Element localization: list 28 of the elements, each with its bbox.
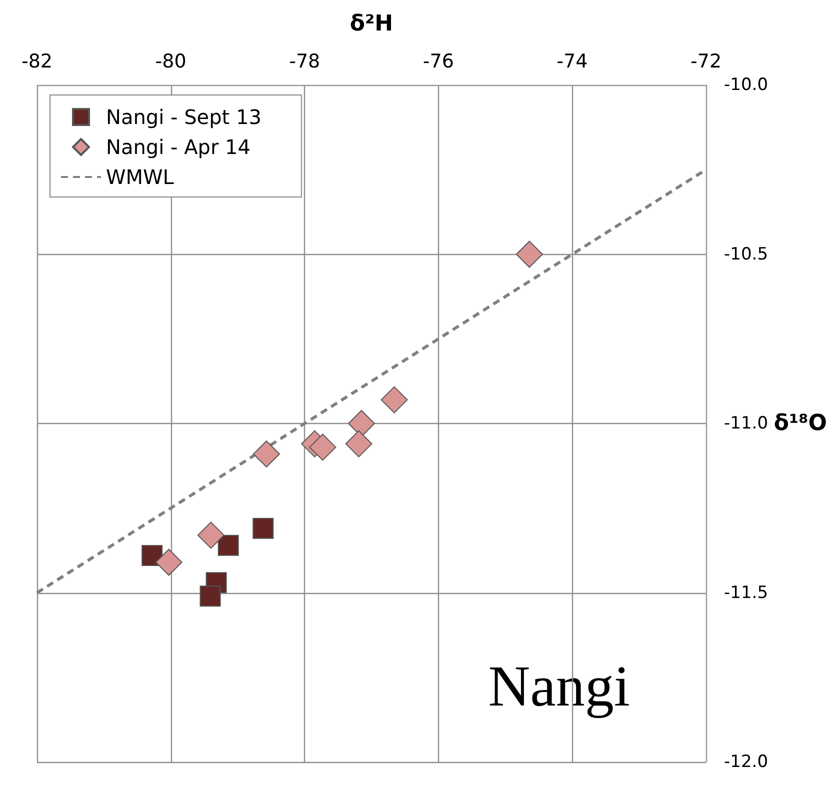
legend-label: Nangi - Sept 13 <box>106 105 262 129</box>
annotation: Nangi <box>488 654 630 718</box>
x-axis-title: δ²H <box>350 12 394 36</box>
x-tick-label: -78 <box>289 50 320 72</box>
point <box>200 586 221 607</box>
point <box>380 386 408 414</box>
y-tick-label: -11.0 <box>724 414 768 434</box>
point <box>197 522 224 549</box>
point <box>155 548 182 576</box>
y-tick-label: -11.5 <box>724 582 768 603</box>
x-tick-label: -74 <box>556 50 588 72</box>
point <box>252 518 274 539</box>
legend-label: WMWL <box>106 165 175 189</box>
point <box>516 240 543 268</box>
y-tick-label: -10.5 <box>724 244 768 264</box>
point <box>348 410 375 437</box>
x-tick-label: -76 <box>422 50 454 72</box>
y-tick-label: -10.0 <box>724 75 768 95</box>
point <box>218 534 239 556</box>
x-tick-label: -80 <box>155 50 186 72</box>
x-tick-label: -82 <box>21 50 53 72</box>
legend-label: Nangi - Apr 14 <box>106 135 250 159</box>
x-tick-label: -72 <box>690 50 722 72</box>
point <box>345 430 372 458</box>
point <box>252 440 280 468</box>
point <box>309 434 336 461</box>
y-tick-label: -12.0 <box>724 752 768 772</box>
y-axis-title: δ¹⁸O <box>774 411 828 436</box>
